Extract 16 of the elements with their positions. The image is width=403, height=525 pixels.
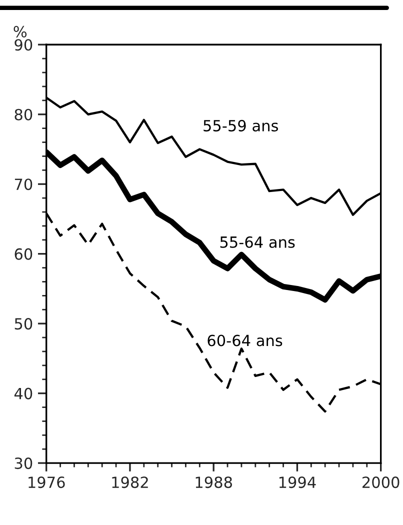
y-tick-label: 70 [14, 178, 32, 190]
y-tick-label: 90 [14, 39, 32, 51]
x-tick-label: 1976 [28, 476, 65, 488]
x-tick-label: 2000 [362, 476, 400, 488]
series-label: 55-64 ans [220, 236, 295, 248]
y-tick-label: 50 [14, 318, 32, 330]
y-tick-label: 30 [14, 458, 32, 470]
x-tick-label: 1994 [279, 476, 316, 488]
series-label: 60-64 ans [208, 334, 282, 346]
y-tick-label: 60 [14, 248, 32, 260]
y-tick-label: 40 [14, 388, 32, 400]
x-tick-label: 1988 [196, 476, 232, 488]
series-label: 55-59 ans [204, 120, 278, 132]
y-tick-label: 80 [14, 108, 32, 120]
x-tick-label: 1982 [112, 476, 148, 488]
y-axis-title: % [14, 26, 27, 38]
